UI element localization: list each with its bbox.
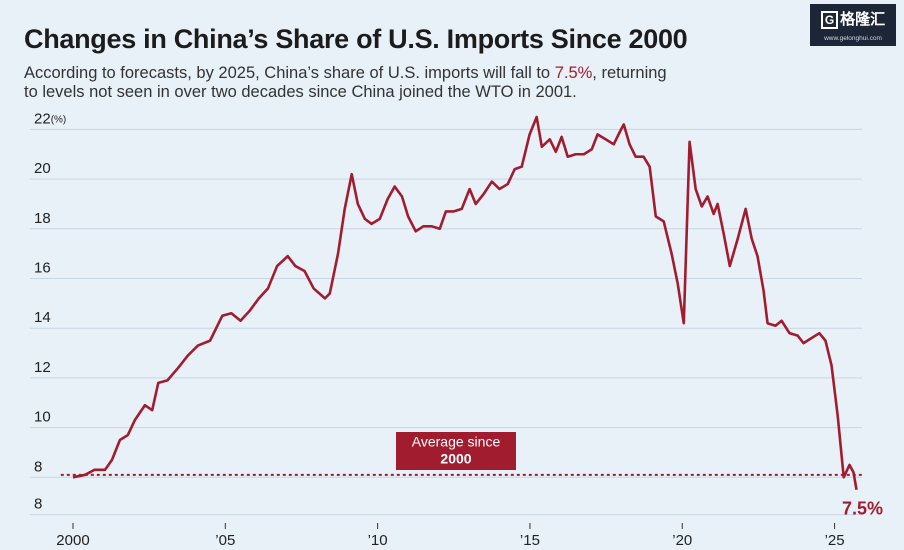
- y-tick-label: 16: [34, 259, 51, 276]
- logo-g-icon: G: [820, 11, 839, 29]
- y-tick-label: 8: [34, 458, 42, 475]
- x-tick-label: ’25: [825, 532, 845, 549]
- x-tick-label: ’20: [672, 532, 692, 549]
- average-label: Average since: [412, 434, 501, 450]
- y-unit: (%): [51, 114, 67, 125]
- subtitle-text: , returning to levels not seen in over t…: [24, 64, 667, 101]
- y-tick-label: 10: [34, 409, 51, 426]
- y-tick-label: 8: [34, 496, 42, 513]
- logo: G 格隆汇 www.gelonghui.com: [810, 4, 896, 46]
- logo-text: 格隆汇: [840, 11, 886, 28]
- x-tick-label: ’05: [215, 532, 235, 549]
- logo-url: www.gelonghui.com: [824, 35, 882, 42]
- x-tick-label: ’15: [520, 532, 540, 549]
- y-tick-label: 14: [34, 309, 51, 326]
- chart-title: Changes in China’s Share of U.S. Imports…: [24, 24, 688, 54]
- average-box: [396, 432, 516, 470]
- end-label: 7.5%: [842, 498, 883, 518]
- data-line: [72, 115, 858, 490]
- y-tick-label: 22(%): [34, 110, 66, 127]
- chart-subtitle: According to forecasts, by 2025, China’s…: [24, 64, 684, 102]
- subtitle-highlight: 7.5%: [554, 64, 593, 82]
- y-tick-label: 18: [34, 210, 51, 227]
- y-tick-label: 12: [34, 359, 51, 376]
- x-tick-label: 2000: [56, 532, 89, 549]
- y-tick-label: 20: [34, 160, 51, 177]
- subtitle-text: According to forecasts, by 2025, China’s…: [24, 64, 555, 82]
- x-tick-label: ’10: [368, 532, 388, 549]
- average-label: 2000: [440, 451, 471, 467]
